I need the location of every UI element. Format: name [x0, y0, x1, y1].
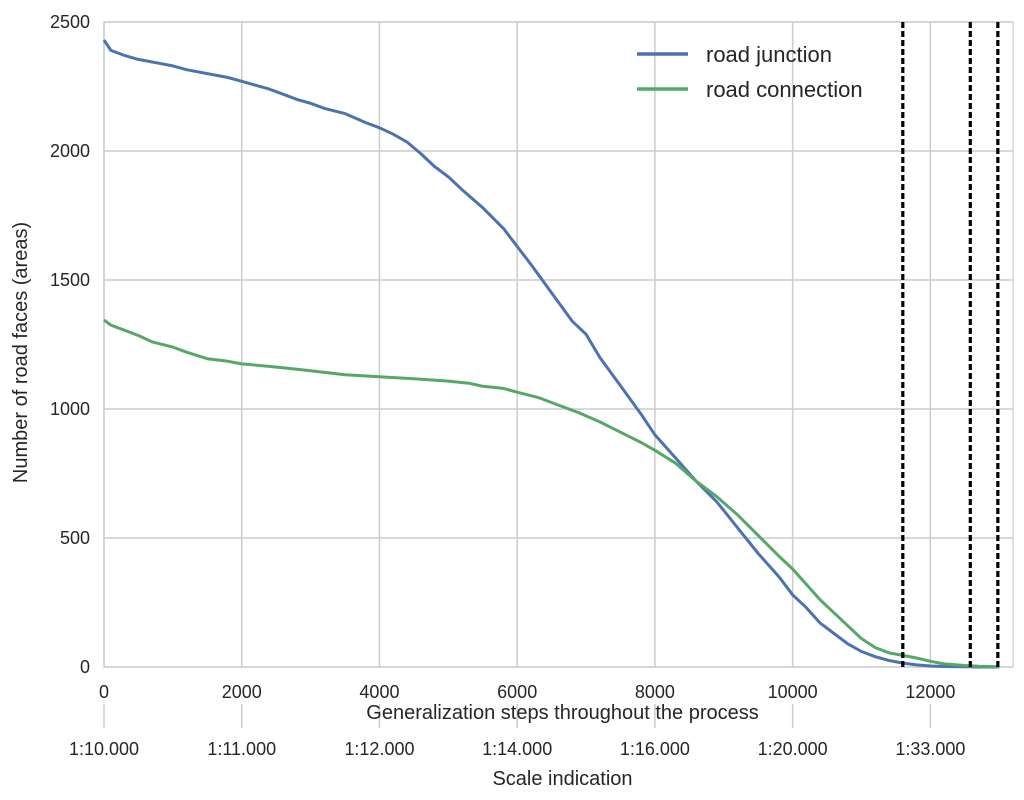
series-lines: [102, 39, 1000, 669]
vertical-marker-lines: [901, 22, 1000, 667]
x-axis-title: Generalization steps throughout the proc…: [366, 702, 758, 724]
scale-tick-label: 1:33.000: [895, 739, 965, 759]
scale-tick-label: 1:12.000: [344, 739, 414, 759]
scale-tick-label: 1:16.000: [620, 739, 690, 759]
y-tick-label: 2000: [50, 141, 90, 161]
legend-label-road-junction: road junction: [706, 42, 832, 67]
series-line-road-junction: [102, 39, 1000, 669]
legend: road junction road connection: [637, 42, 863, 102]
x-tick-label: 0: [99, 682, 109, 702]
y-tick-label: 1500: [50, 270, 90, 290]
scale-tick-label: 1:10.000: [69, 739, 139, 759]
y-tick-label: 0: [80, 657, 90, 677]
y-tick-label: 500: [60, 528, 90, 548]
grid-lines: [103, 21, 1013, 668]
scale-axis-title: Scale indication: [492, 768, 632, 790]
plot-frame: [103, 21, 1014, 668]
y-tick-labels: 0 500 1000 1500 2000 2500: [50, 12, 90, 677]
scale-tick-label: 1:11.000: [207, 739, 276, 759]
series-line-road-connection: [103, 318, 1000, 669]
x-tick-label: 4000: [359, 682, 399, 702]
y-tick-label: 1000: [50, 399, 90, 419]
x-tick-labels: 0 2000 4000 6000 8000 10000 12000: [99, 682, 955, 702]
x-tick-label: 10000: [768, 682, 818, 702]
y-axis-title: Number of road faces (areas): [10, 222, 32, 483]
scale-tick-label: 1:20.000: [758, 739, 828, 759]
x-tick-label: 6000: [497, 682, 537, 702]
x-tick-label: 8000: [635, 682, 675, 702]
x-tick-label: 2000: [222, 682, 262, 702]
scale-tick-label: 1:14.000: [482, 739, 552, 759]
y-tick-label: 2500: [50, 12, 90, 32]
legend-label-road-connection: road connection: [706, 77, 863, 102]
x-tick-label: 12000: [905, 682, 955, 702]
scale-axis: 1:10.000 1:11.000 1:12.000 1:14.000 1:16.000…: [69, 704, 965, 759]
